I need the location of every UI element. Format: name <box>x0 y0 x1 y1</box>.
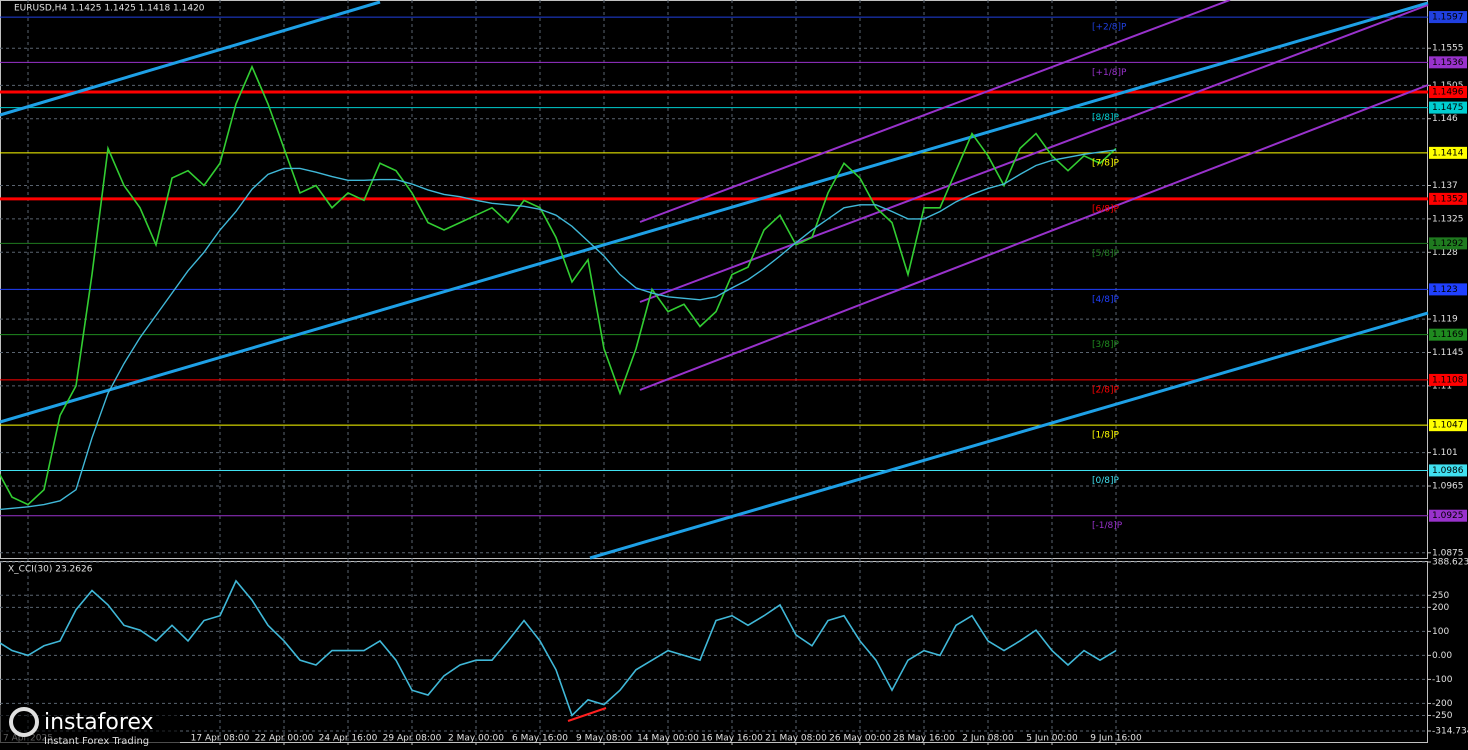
x-tick-label: 21 May 08:00 <box>765 734 827 744</box>
level-price: 1.1108 <box>1432 375 1464 385</box>
main-panel-frame <box>0 0 1428 559</box>
level-tag: [4/8]P <box>1092 295 1120 305</box>
level-box <box>1429 56 1467 69</box>
y-tick-label: 1.119 <box>1432 315 1458 325</box>
x-tick-label: 22 Apr 00:00 <box>255 734 314 744</box>
y-tick-label: 1.128 <box>1432 248 1458 258</box>
level-box <box>1429 464 1467 477</box>
x-tick-label: 9 May 08:00 <box>576 734 632 744</box>
x-tick-label: 26 May 00:00 <box>829 734 891 744</box>
y-tick-label: 388.6237 <box>1432 558 1468 568</box>
y-tick-label: 250 <box>1432 591 1449 601</box>
level-tag: [7/8]P <box>1092 158 1120 168</box>
level-price: 1.1292 <box>1432 239 1464 249</box>
level-box <box>1429 101 1467 114</box>
y-tick-label: -200 <box>1432 699 1453 709</box>
level-tag: [1/8]P <box>1092 431 1120 441</box>
y-tick-label: 1.1325 <box>1432 214 1464 224</box>
level-box <box>1429 86 1467 99</box>
channel-line <box>639 0 1231 223</box>
x-tick-label: 24 Apr 16:00 <box>319 734 378 744</box>
level-price: 1.1496 <box>1432 88 1464 98</box>
level-tag: [5/8]P <box>1092 249 1120 259</box>
level-price: 1.1475 <box>1432 103 1464 113</box>
y-tick-label: 1.0875 <box>1432 548 1464 558</box>
y-tick-label: 200 <box>1432 603 1449 613</box>
x-tick-label: 2 Jun 08:00 <box>962 734 1014 744</box>
x-tick-label: 17 Apr 08:00 <box>191 734 250 744</box>
level-box <box>1429 192 1467 205</box>
y-tick-label: 1.1505 <box>1432 81 1464 91</box>
level-tag: [+1/8]P <box>1092 68 1127 78</box>
level-box <box>1429 328 1467 341</box>
level-price: 1.0925 <box>1432 511 1464 521</box>
level-price: 1.1047 <box>1432 421 1464 431</box>
logo-tagline: Instant Forex Trading <box>44 736 149 747</box>
grid-layer <box>0 0 1428 742</box>
divergence-line <box>567 707 607 722</box>
level-tag: [0/8]P <box>1092 476 1120 486</box>
level-box <box>1429 373 1467 386</box>
trendline <box>589 311 1429 560</box>
level-box <box>1429 237 1467 250</box>
y-tick-label: -314.7348 <box>1432 727 1468 737</box>
chart-title: EURUSD,H4 1.1425 1.1425 1.1418 1.1420 <box>14 4 205 14</box>
trendlines <box>0 0 1429 722</box>
series-line <box>0 579 1117 717</box>
channel-line <box>639 84 1429 391</box>
y-tick-label: 1.0965 <box>1432 482 1464 492</box>
level-price: 1.1597 <box>1432 13 1464 23</box>
level-price: 1.1414 <box>1432 148 1464 158</box>
level-price: 1.123 <box>1432 285 1458 295</box>
y-tick-label: 1.146 <box>1432 114 1458 124</box>
x-tick-label: 9 Jun 16:00 <box>1090 734 1142 744</box>
level-box <box>1429 419 1467 432</box>
channel-line <box>639 4 1429 303</box>
level-tag: [8/8]P <box>1092 113 1120 123</box>
x-tick-label: 16 May 16:00 <box>701 734 763 744</box>
series-layer <box>0 64 1117 717</box>
y-tick-label: 1.1145 <box>1432 348 1464 358</box>
level-price: 1.1536 <box>1432 58 1464 68</box>
level-box <box>1429 283 1467 296</box>
y-tick-label: 1.1555 <box>1432 44 1464 54</box>
level-box <box>1429 146 1467 159</box>
level-tag: [3/8]P <box>1092 340 1120 350</box>
cci-title: X_CCI(30) 23.2626 <box>8 565 93 575</box>
logo-icon <box>9 707 39 737</box>
level-tag: [2/8]P <box>1092 385 1120 395</box>
x-tick-label: 2 May 00:00 <box>448 734 504 744</box>
x-tick-label: 5 Jun 00:00 <box>1026 734 1078 744</box>
y-tick-label: 0.00 <box>1432 651 1452 661</box>
y-tick-label: 1.11 <box>1432 381 1452 391</box>
level-layer <box>0 16 1428 517</box>
series-line <box>0 149 1117 511</box>
level-tag: [-1/8]P <box>1092 521 1123 531</box>
y-tick-label: 1.101 <box>1432 448 1458 458</box>
level-price: 1.0986 <box>1432 466 1464 476</box>
y-tick-label: 100 <box>1432 627 1449 637</box>
level-box <box>1429 11 1467 24</box>
level-tag: [+2/8]P <box>1092 23 1127 33</box>
x-tick-label: 28 May 16:00 <box>893 734 955 744</box>
level-price: 1.1352 <box>1432 194 1464 204</box>
level-box <box>1429 509 1467 522</box>
level-price: 1.1169 <box>1432 330 1464 340</box>
trendline <box>0 1 1429 424</box>
trendline <box>0 0 381 117</box>
y-tick-label: 1.137 <box>1432 181 1458 191</box>
y-tick-label: -250 <box>1432 711 1453 721</box>
x-tick-label: 14 May 00:00 <box>637 734 699 744</box>
logo-name: instaforex <box>44 710 154 735</box>
x-tick-label: 29 Apr 08:00 <box>383 734 442 744</box>
logo: instaforex Instant Forex Trading <box>0 705 180 750</box>
level-tag: [6/8]P <box>1092 204 1120 214</box>
x-tick-label: 6 May 16:00 <box>512 734 568 744</box>
series-line <box>0 64 1117 506</box>
y-tick-label: -100 <box>1432 675 1453 685</box>
